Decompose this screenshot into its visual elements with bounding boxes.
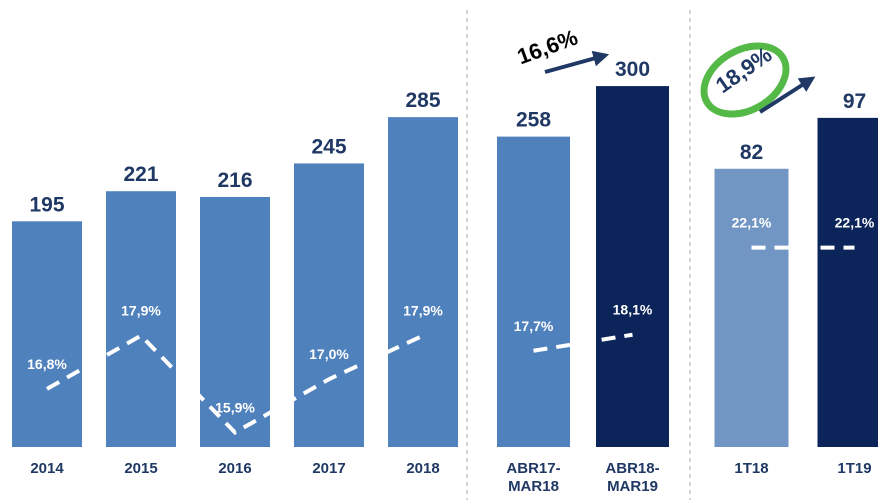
x-tick-label: 1T19	[837, 460, 872, 477]
x-tick-label: ABR18- MAR19	[605, 460, 660, 495]
value-label: 221	[123, 163, 158, 186]
bar	[106, 191, 176, 447]
margin-label: 22,1%	[732, 215, 772, 231]
margin-label: 22,1%	[835, 215, 875, 231]
growth-label: 16,6%	[514, 25, 581, 70]
margin-label: 17,9%	[121, 303, 161, 319]
margin-label: 17,9%	[403, 303, 443, 319]
x-tick-label: 1T18	[734, 460, 769, 477]
value-label: 216	[217, 169, 252, 192]
value-label: 97	[843, 90, 866, 113]
x-tick-label: 2014	[30, 460, 64, 477]
x-tick-label: ABR17- MAR18	[506, 460, 561, 495]
margin-label: 16,8%	[27, 356, 67, 372]
x-tick-label: 2017	[312, 460, 346, 477]
margin-line	[533, 332, 633, 353]
bar	[388, 117, 458, 447]
bar	[596, 86, 669, 447]
bar	[817, 117, 878, 447]
x-tick-label: 2015	[124, 460, 158, 477]
growth-arrow	[758, 76, 816, 114]
margin-label: 15,9%	[215, 399, 255, 415]
value-label: 82	[740, 141, 763, 164]
value-label: 285	[405, 89, 440, 112]
growth-circle	[700, 42, 790, 118]
margin-label: 17,7%	[514, 318, 554, 334]
value-label: 195	[29, 193, 64, 216]
x-tick-label: 2018	[406, 460, 440, 477]
growth-arrow	[544, 50, 610, 74]
bar	[294, 163, 364, 447]
value-label: 300	[615, 58, 650, 81]
bar	[497, 136, 570, 448]
bar	[714, 168, 789, 447]
margin-label: 18,1%	[613, 302, 653, 318]
margin-label: 17,0%	[309, 346, 349, 362]
x-tick-label: 2016	[218, 460, 252, 477]
margin-line	[46, 333, 424, 435]
value-label: 245	[311, 135, 346, 158]
value-label: 258	[516, 109, 551, 132]
bar	[200, 196, 270, 447]
bar	[12, 221, 82, 447]
